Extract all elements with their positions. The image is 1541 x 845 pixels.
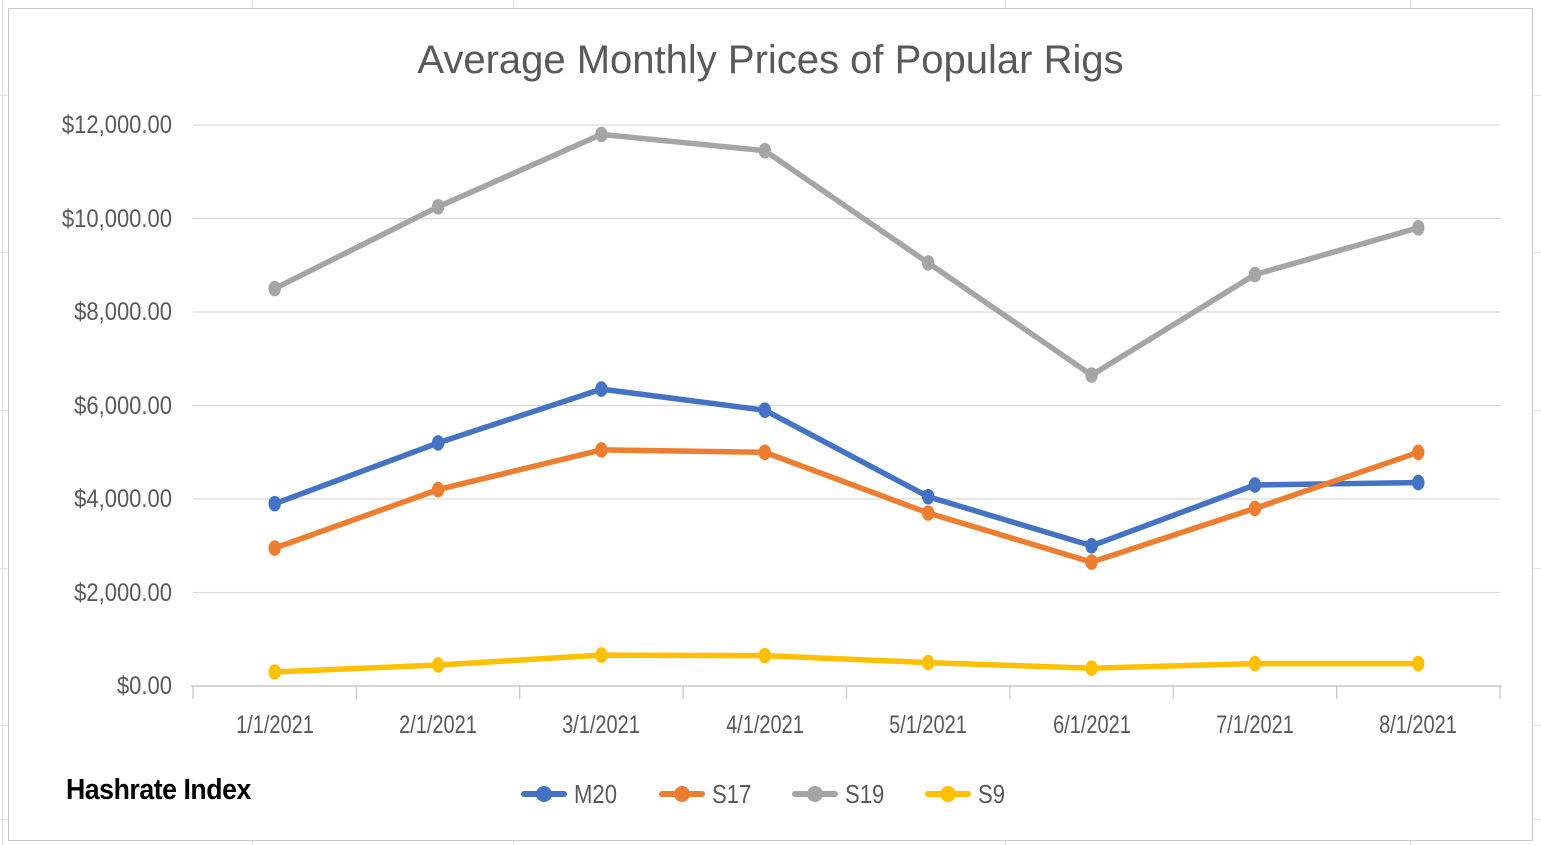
data-point-s19-7[interactable] <box>1412 220 1425 236</box>
data-point-s19-3[interactable] <box>758 142 771 159</box>
x-axis-label-4: 5/1/2021 <box>889 711 968 739</box>
data-point-s17-0[interactable] <box>268 540 281 556</box>
legend-dot-icon <box>806 786 823 802</box>
data-point-m20-7[interactable] <box>1412 474 1425 491</box>
data-point-s17-6[interactable] <box>1248 500 1262 517</box>
x-axis-label-1: 2/1/2021 <box>399 711 477 739</box>
series-line-s19[interactable] <box>271 131 1422 378</box>
series-line-s17[interactable] <box>271 447 1422 565</box>
data-point-s19-4[interactable] <box>922 255 935 271</box>
data-point-s17-5[interactable] <box>1085 554 1098 570</box>
y-axis-label-6: $12,000.00 <box>61 111 172 139</box>
legend-marker-icon <box>791 786 838 802</box>
data-point-s19-5[interactable] <box>1085 367 1098 383</box>
data-point-s17-7[interactable] <box>1412 444 1425 461</box>
legend-item-m20[interactable]: M20 <box>521 779 625 810</box>
legend-marker-icon <box>521 786 568 802</box>
sheet-column-gridline <box>2 0 3 845</box>
data-point-s9-1[interactable] <box>431 657 445 673</box>
x-axis-label-3: 4/1/2021 <box>725 711 804 739</box>
data-point-m20-2[interactable] <box>595 381 608 397</box>
y-axis-label-2: $4,000.00 <box>74 485 172 513</box>
data-point-s17-2[interactable] <box>595 442 608 458</box>
legend-label: S17 <box>711 778 751 809</box>
chart-title[interactable]: Average Monthly Prices of Popular Rigs <box>417 38 1124 82</box>
legend-label: M20 <box>574 778 618 809</box>
x-axis-label-0: 1/1/2021 <box>235 711 314 739</box>
legend-label: S9 <box>978 778 1006 809</box>
data-point-m20-4[interactable] <box>922 488 935 505</box>
data-point-s19-1[interactable] <box>431 199 445 215</box>
data-point-s9-0[interactable] <box>268 664 281 680</box>
data-point-s17-4[interactable] <box>922 505 935 521</box>
x-axis-label-6: 7/1/2021 <box>1216 711 1294 739</box>
legend-marker-icon <box>658 786 705 802</box>
watermark-hashrate-index[interactable]: Hashrate Index <box>66 774 251 806</box>
x-axis-label-7: 8/1/2021 <box>1379 711 1458 739</box>
data-point-s19-0[interactable] <box>268 280 281 297</box>
y-axis-label-3: $6,000.00 <box>74 391 172 420</box>
legend-dot-icon <box>536 786 553 802</box>
data-point-s9-7[interactable] <box>1412 655 1425 672</box>
data-point-m20-3[interactable] <box>758 402 771 419</box>
series-line-s9[interactable] <box>271 652 1422 675</box>
data-point-s19-6[interactable] <box>1248 266 1262 283</box>
legend-label: S19 <box>844 778 885 809</box>
data-point-m20-6[interactable] <box>1248 477 1262 493</box>
y-axis-label-1: $2,000.00 <box>74 578 172 607</box>
chart-legend: M20 S17 S19 S9 <box>0 777 1531 811</box>
data-point-s9-5[interactable] <box>1085 660 1098 676</box>
data-point-s9-3[interactable] <box>758 647 771 664</box>
legend-item-s17[interactable]: S17 <box>658 778 758 810</box>
data-point-s19-2[interactable] <box>595 126 608 143</box>
data-point-m20-1[interactable] <box>431 435 445 451</box>
data-point-s9-4[interactable] <box>922 654 935 671</box>
legend-marker-icon <box>925 786 972 802</box>
legend-item-s9[interactable]: S9 <box>925 779 1010 810</box>
legend-dot-icon <box>940 786 957 802</box>
legend-dot-icon <box>673 786 690 802</box>
legend-item-s19[interactable]: S19 <box>791 778 891 810</box>
y-axis-label-0: $0.00 <box>116 672 172 700</box>
x-axis-label-5: 6/1/2021 <box>1052 711 1131 739</box>
chart-panel[interactable] <box>8 8 1533 841</box>
data-point-s9-2[interactable] <box>595 647 608 663</box>
x-axis-label-2: 3/1/2021 <box>562 711 641 739</box>
data-point-m20-0[interactable] <box>268 495 281 512</box>
y-axis-label-5: $10,000.00 <box>61 204 172 233</box>
series-line-m20[interactable] <box>271 386 1422 549</box>
data-point-s9-6[interactable] <box>1248 655 1262 672</box>
data-point-m20-5[interactable] <box>1085 538 1098 554</box>
data-point-s17-1[interactable] <box>431 481 445 498</box>
y-axis-label-4: $8,000.00 <box>74 298 172 326</box>
data-point-s17-3[interactable] <box>758 444 771 461</box>
